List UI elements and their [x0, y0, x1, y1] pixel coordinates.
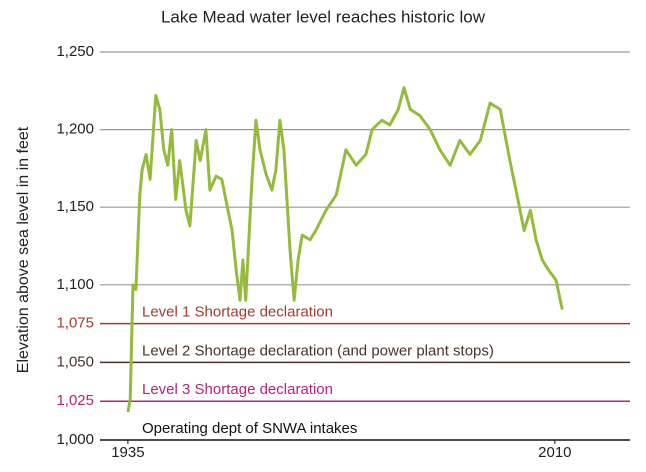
x-tick-label: 1935: [111, 444, 144, 461]
y-tick-label: 1,100: [56, 276, 94, 293]
y-tick-label: 1,150: [56, 198, 94, 215]
y-tick-label: 1,200: [56, 121, 94, 138]
data-line: [126, 86, 564, 413]
y-tick-label: 1,075: [56, 315, 94, 332]
x-tick-label: 2010: [538, 444, 571, 461]
reference-label: Level 3 Shortage declaration: [142, 381, 333, 398]
y-tick-label: 1,250: [56, 43, 94, 60]
y-tick-label: 1,000: [56, 431, 94, 448]
reference-label: Level 1 Shortage declaration: [142, 304, 333, 321]
reference-label: Level 2 Shortage declaration (and power …: [142, 342, 494, 359]
chart-title: Lake Mead water level reaches historic l…: [161, 7, 486, 26]
reference-label: Operating dept of SNWA intakes: [142, 420, 357, 437]
y-tick-label: 1,025: [56, 392, 94, 409]
y-axis-label: Elevation above sea level in in feet: [15, 126, 32, 373]
y-tick-label: 1,050: [56, 353, 94, 370]
